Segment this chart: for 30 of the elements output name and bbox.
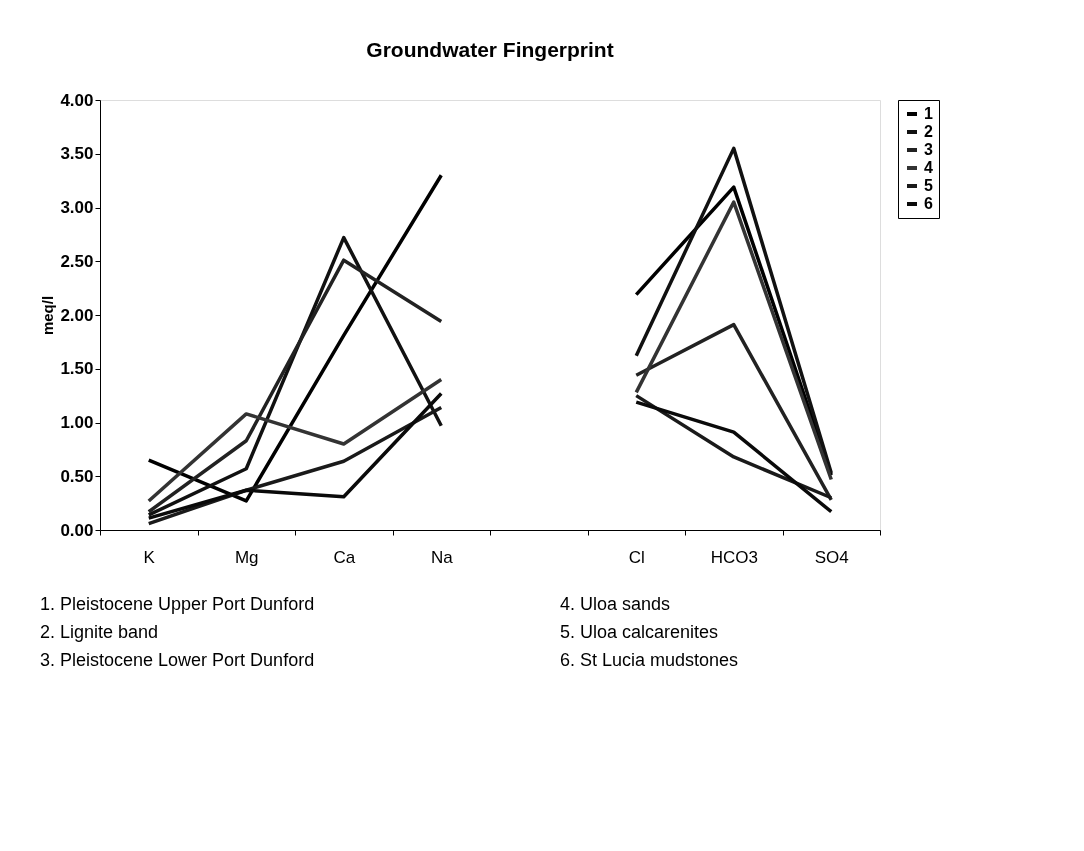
text: 2. Lignite band [40, 622, 159, 642]
y-tick-label: 0.50 [60, 466, 94, 486]
text: 5. Uloa calcarenites [560, 622, 719, 642]
y-tick-label: 0.00 [60, 520, 94, 540]
legend-label: 4 [924, 159, 933, 176]
y-tick-label: 2.50 [60, 251, 94, 271]
legend-label: 3 [924, 141, 933, 158]
y-axis-title: meq/l [39, 295, 57, 336]
legend-label: 6 [924, 195, 933, 212]
x-tick-label: Na [430, 547, 454, 567]
x-tick-label: HCO3 [710, 547, 758, 567]
x-tick-label: Mg [234, 547, 259, 567]
y-tick-label: 1.00 [60, 413, 94, 432]
text: 4. Uloa sands [560, 594, 671, 614]
chart-title: Groundwater Fingerprint [366, 38, 614, 61]
y-tick-label: 2.00 [60, 305, 94, 325]
text: 1. Pleistocene Upper Port Dunford [40, 594, 315, 614]
legend-label: 1 [924, 105, 933, 122]
y-tick-label: 1.50 [60, 359, 94, 379]
x-tick-label: Cl [628, 547, 645, 567]
legend-label: 2 [924, 123, 933, 140]
x-tick-label: K [143, 547, 156, 567]
y-tick-label: 3.00 [60, 198, 94, 217]
x-tick-label: SO4 [814, 547, 849, 567]
y-tick-label: 4.00 [60, 90, 94, 110]
x-tick-label: Ca [333, 547, 356, 567]
y-tick-label: 3.50 [60, 144, 94, 164]
legend-label: 5 [924, 177, 933, 194]
text: 3. Pleistocene Lower Port Dunford [40, 650, 315, 670]
text: 6. St Lucia mudstones [560, 650, 739, 670]
